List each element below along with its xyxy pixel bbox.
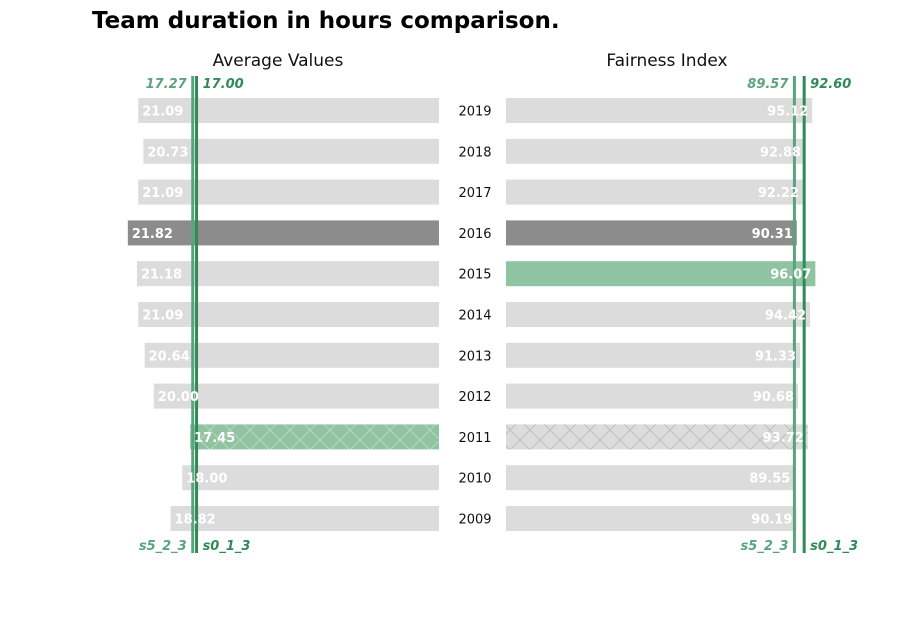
bar-label-0-2014: 21.09 [142,309,183,324]
year-label-2018: 2018 [458,145,491,160]
bar-1-2019 [506,98,813,123]
bar-label-1-2017: 92.22 [758,186,799,201]
ref-name-1-s5_2_3: s5_2_3 [741,539,789,554]
year-label-2013: 2013 [458,349,491,364]
year-label-2011: 2011 [458,431,491,446]
bar-1-2010 [506,465,795,491]
bar-label-1-2010: 89.55 [749,472,790,487]
year-label-2009: 2009 [458,513,491,528]
year-label-2010: 2010 [458,472,491,487]
panel-title-0: Average Values [213,51,344,71]
bar-label-0-2017: 21.09 [142,186,183,201]
ref-name-0-s5_2_3: s5_2_3 [139,539,187,554]
bar-label-0-2011: 17.45 [194,431,235,446]
bar-label-0-2015: 21.18 [141,268,182,283]
bar-1-2013 [506,342,801,368]
bar-1-2015 [506,261,816,287]
bar-label-1-2009: 90.19 [751,513,792,528]
bar-label-1-2018: 92.88 [760,145,801,160]
bar-0-2009 [170,506,440,531]
bar-1-2012 [506,383,798,409]
bar-label-1-2015: 96.07 [770,268,811,283]
bar-1-2016 [506,220,797,246]
bar-label-1-2014: 94.42 [765,309,806,324]
bar-0-2015 [136,261,440,287]
bar-0-2011 [190,424,439,450]
bar-label-0-2013: 20.64 [149,349,190,364]
bar-0-2019 [138,98,439,123]
bar-0-2014 [138,302,439,327]
bar-0-2010 [182,465,439,491]
chart-title: Team duration in hours comparison. [92,8,560,34]
bar-1-2017 [506,179,803,205]
bar-1-2014 [506,302,811,327]
year-label-2016: 2016 [458,227,491,242]
bar-label-0-2010: 18.00 [186,472,227,487]
year-label-2019: 2019 [458,105,491,120]
bar-0-2016 [127,220,440,246]
bar-label-0-2019: 21.09 [142,105,183,120]
bar-label-0-2009: 18.82 [175,513,216,528]
ref-value-1-s0_1_3: 92.60 [810,77,851,92]
year-label-2014: 2014 [458,309,491,324]
bar-label-0-2012: 20.00 [158,390,199,405]
year-label-2012: 2012 [458,390,491,405]
ref-name-0-s0_1_3: s0_1_3 [203,539,251,554]
bar-label-1-2011: 93.72 [763,431,804,446]
bar-label-1-2012: 90.68 [753,390,794,405]
bar-1-2011 [506,424,808,450]
ref-value-0-s0_1_3: 17.00 [203,77,244,92]
bar-label-1-2016: 90.31 [752,227,793,242]
bar-1-2009 [506,506,797,531]
bar-label-1-2019: 95.12 [767,105,808,120]
year-label-2017: 2017 [458,186,491,201]
bar-0-2017 [138,179,439,205]
panel-title-1: Fairness Index [606,51,727,71]
bar-1-2018 [506,138,806,164]
year-label-2015: 2015 [458,268,491,283]
ref-value-1-s5_2_3: 89.57 [747,77,789,92]
bar-label-0-2016: 21.82 [132,227,173,242]
bar-label-0-2018: 20.73 [147,145,188,160]
ref-value-0-s5_2_3: 17.27 [146,77,188,92]
bar-0-2012 [153,383,440,409]
ref-name-1-s0_1_3: s0_1_3 [810,539,858,554]
bar-label-1-2013: 91.33 [755,349,796,364]
